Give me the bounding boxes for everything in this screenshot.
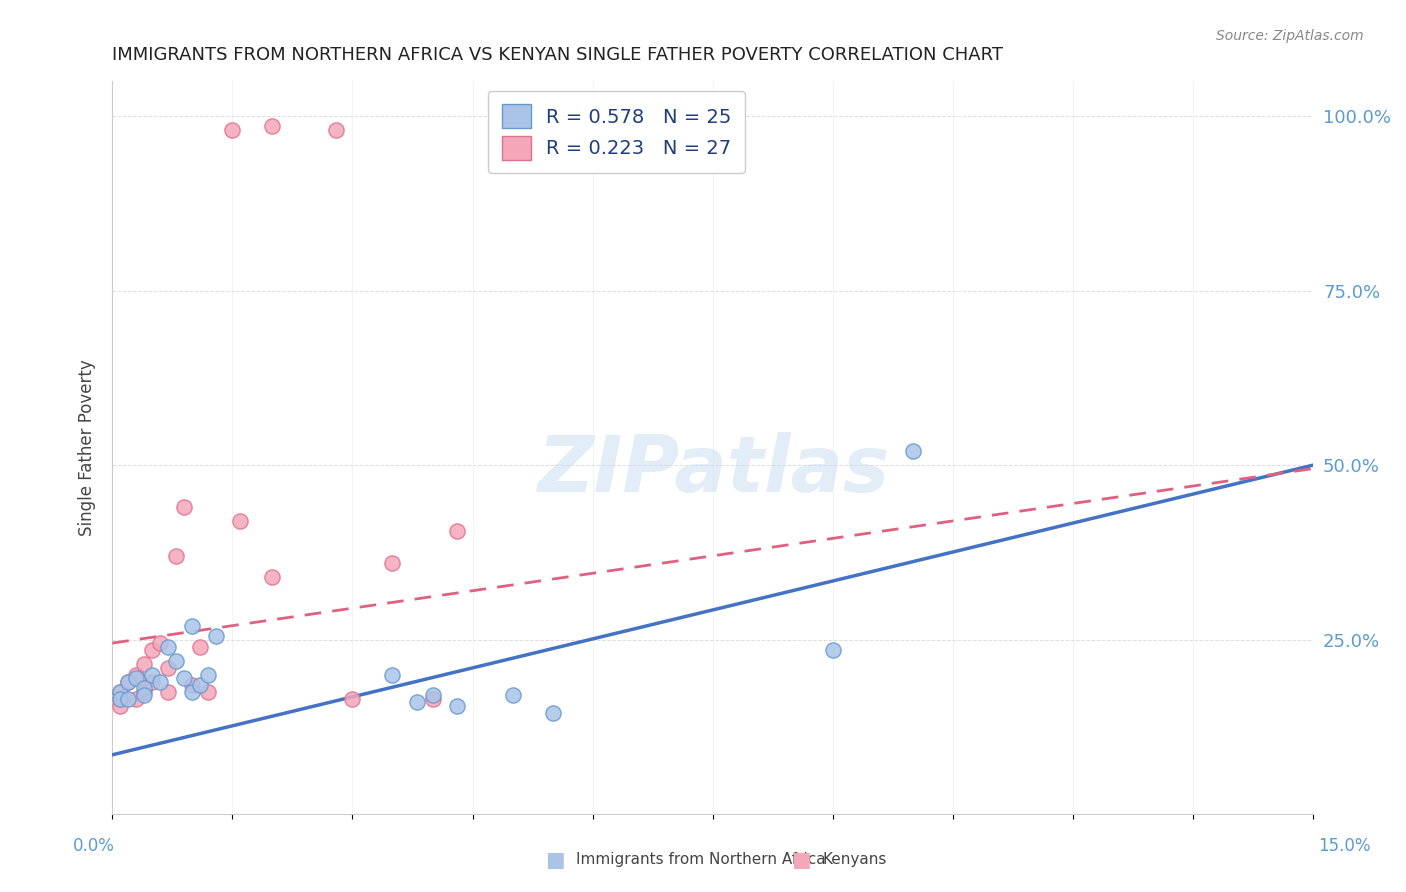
Text: Source: ZipAtlas.com: Source: ZipAtlas.com	[1216, 29, 1364, 43]
Point	[149, 636, 172, 650]
Point	[134, 681, 156, 696]
Point	[381, 556, 404, 570]
Point	[125, 692, 148, 706]
Point	[502, 689, 524, 703]
Point	[821, 643, 844, 657]
Point	[141, 643, 163, 657]
Point	[325, 123, 347, 137]
Point	[181, 678, 204, 692]
Point	[405, 695, 427, 709]
Point	[422, 689, 444, 703]
Point	[446, 524, 468, 539]
Point	[125, 667, 148, 681]
Point	[262, 570, 284, 584]
Point	[165, 549, 187, 563]
Point	[422, 692, 444, 706]
Point	[173, 500, 195, 514]
Y-axis label: Single Father Poverty: Single Father Poverty	[79, 359, 96, 536]
Point	[110, 698, 132, 713]
Point	[262, 120, 284, 134]
Point	[446, 698, 468, 713]
Text: Kenyans: Kenyans	[823, 853, 887, 867]
Point	[134, 685, 156, 699]
Text: IMMIGRANTS FROM NORTHERN AFRICA VS KENYAN SINGLE FATHER POVERTY CORRELATION CHAR: IMMIGRANTS FROM NORTHERN AFRICA VS KENYA…	[112, 46, 1004, 64]
Text: 0.0%: 0.0%	[73, 837, 115, 855]
Point	[157, 640, 180, 654]
Point	[188, 678, 211, 692]
Point	[181, 618, 204, 632]
Point	[125, 671, 148, 685]
Point	[221, 123, 243, 137]
Point	[117, 674, 139, 689]
Point	[229, 514, 252, 528]
Point	[157, 685, 180, 699]
Point	[188, 640, 211, 654]
Point	[134, 657, 156, 671]
Point	[541, 706, 564, 720]
Point	[197, 685, 219, 699]
Point	[141, 674, 163, 689]
Point	[110, 685, 132, 699]
Point	[134, 689, 156, 703]
Point	[117, 692, 139, 706]
Point	[165, 654, 187, 668]
Point	[197, 667, 219, 681]
Point	[173, 671, 195, 685]
Point	[381, 667, 404, 681]
Point	[110, 692, 132, 706]
Point	[342, 692, 364, 706]
Point	[157, 660, 180, 674]
Point	[181, 685, 204, 699]
Point	[205, 629, 228, 643]
Text: Immigrants from Northern Africa: Immigrants from Northern Africa	[576, 853, 827, 867]
Text: ■: ■	[792, 850, 811, 870]
Legend: R = 0.578   N = 25, R = 0.223   N = 27: R = 0.578 N = 25, R = 0.223 N = 27	[488, 91, 745, 173]
Text: ZIPatlas: ZIPatlas	[537, 432, 889, 508]
Text: ■: ■	[546, 850, 565, 870]
Point	[117, 674, 139, 689]
Point	[141, 667, 163, 681]
Point	[110, 685, 132, 699]
Point	[110, 692, 132, 706]
Text: 15.0%: 15.0%	[1317, 837, 1371, 855]
Point	[149, 674, 172, 689]
Point	[901, 444, 924, 458]
